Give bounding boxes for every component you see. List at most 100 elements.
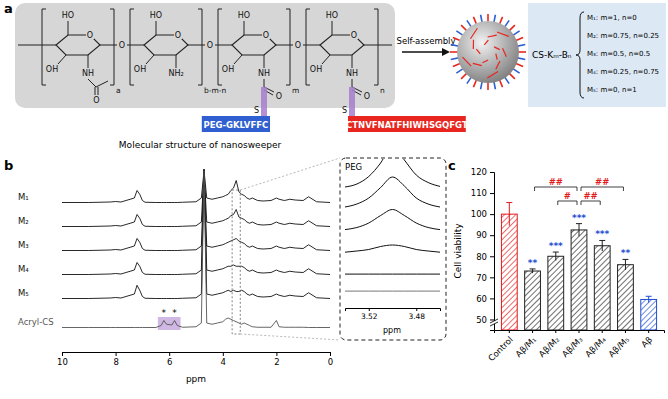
axis-line (346, 309, 441, 312)
repeat-bracket (286, 9, 290, 85)
significance-label: ## (583, 191, 597, 201)
series-label: M₂ (18, 216, 29, 226)
significance-label: # (564, 191, 571, 201)
y-axis: 5060708090100110120 (471, 167, 495, 330)
zoom-region (232, 190, 240, 334)
atom-label: O (364, 92, 370, 101)
panel-label: b (4, 158, 13, 173)
tick: Control (486, 330, 515, 363)
repeat-bracket (374, 9, 378, 85)
tick-mark (369, 308, 370, 311)
core-chain (473, 63, 482, 65)
bar (641, 299, 657, 330)
significance-label: ## (595, 177, 609, 187)
spectrum-line (62, 171, 330, 203)
peptide-sequence: CTNVFNATFHIWHSGQFGT (346, 120, 468, 130)
repeat-bracket (306, 9, 310, 85)
panel-label: c (448, 158, 456, 173)
bond (68, 21, 69, 35)
bond (95, 87, 96, 95)
series-label: M₃ (18, 240, 29, 250)
bond (352, 79, 353, 87)
y-axis-title: Cell viability (453, 223, 463, 279)
tick-label: 2 (274, 357, 279, 367)
core-chain (497, 32, 509, 36)
atom-label: O (119, 41, 125, 50)
repeat-subscript: m (292, 86, 299, 95)
arrow-label: Self-assembly (397, 36, 456, 46)
tick-mark (490, 319, 494, 320)
error-bar (576, 224, 582, 237)
bond (264, 55, 265, 68)
tick-label: 4 (221, 357, 226, 367)
spectrum-line (62, 169, 330, 299)
tick-mark (490, 277, 494, 278)
series-label: M₁ (18, 192, 29, 202)
variant-label: M₅: m=0, n=1 (587, 86, 637, 94)
atom-label: O (351, 31, 357, 40)
caption: Molecular structure of nanosweeper (119, 140, 282, 150)
tick-label: 100 (471, 209, 487, 219)
tick-mark (490, 214, 494, 215)
significance-bracket (581, 201, 600, 205)
repeat-bracket (110, 9, 114, 85)
variant-box (528, 3, 666, 107)
bond (88, 79, 96, 87)
error-bar (599, 240, 605, 251)
error-bar (622, 259, 628, 270)
tick-mark (276, 352, 277, 356)
tick-mark (330, 352, 331, 356)
bar (571, 230, 587, 330)
linker (349, 87, 355, 116)
bond (156, 21, 157, 35)
inset-title: PEG (345, 162, 362, 172)
axis-line (495, 331, 665, 334)
panel-b: M₁M₂M₃M₄M₅Acryl-CS**1086420ppmPEG3.523.4… (18, 145, 446, 384)
bond (98, 87, 99, 95)
bond (234, 55, 242, 64)
error-bar (530, 269, 536, 273)
x-axis: 1086420 (57, 352, 333, 367)
formula: CS-Kₘ-Bₙ (532, 50, 572, 60)
bond (244, 21, 245, 35)
inset-line (345, 245, 440, 252)
tick: 0 (328, 352, 333, 367)
series-label: M₄ (18, 264, 29, 274)
core-chain (483, 60, 489, 63)
tick-label: 6 (167, 357, 172, 367)
tick: 3.48 (408, 308, 425, 321)
tick-mark (555, 330, 556, 333)
series-label: M₅ (18, 288, 29, 298)
atom-label: NH₂ (168, 69, 183, 78)
tick: Aβ/M₅ (606, 330, 631, 359)
atom-label: HO (238, 11, 250, 20)
tick: 90 (476, 230, 494, 240)
tick-label: 0 (328, 357, 333, 367)
inset-line (345, 274, 440, 275)
tick-mark (169, 352, 170, 356)
panel-c: *************#######5060708090100110120C… (453, 167, 665, 363)
repeat-bracket (130, 9, 134, 85)
tick-mark (509, 330, 510, 333)
tick-label: 70 (476, 273, 487, 283)
panel-label: a (4, 1, 13, 16)
core-chain (470, 28, 477, 38)
bond (264, 79, 265, 87)
tick: 4 (221, 352, 226, 367)
bar (618, 265, 634, 330)
tick-label: Aβ/M₃ (560, 334, 585, 359)
spectrum-line (62, 170, 330, 227)
tick-mark (532, 330, 533, 333)
tick-mark (490, 298, 494, 299)
atom-label: O (93, 96, 99, 105)
bar (525, 271, 541, 330)
atom-label: O (207, 41, 213, 50)
tick-label: 120 (471, 167, 487, 177)
tick-mark (579, 330, 580, 333)
atom-label: O (295, 41, 301, 50)
panel-a: OOHOOHNHOaOOHOOHNH₂b-m-nOOHOOHNHOSPEG-GK… (15, 3, 666, 150)
spectrum-line (62, 170, 330, 275)
core-chain (487, 72, 498, 78)
tick: 8 (113, 352, 118, 367)
tick-mark (62, 352, 63, 356)
